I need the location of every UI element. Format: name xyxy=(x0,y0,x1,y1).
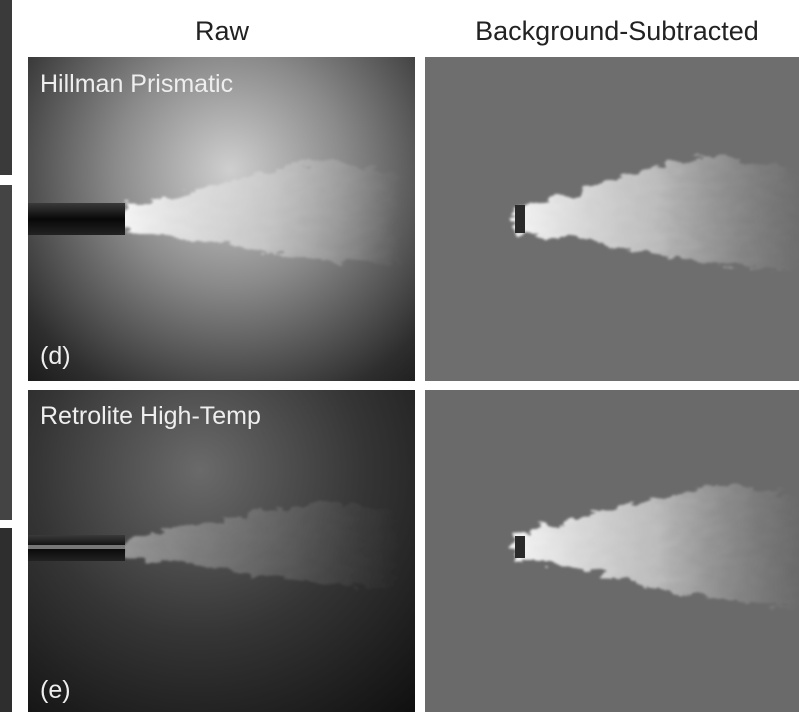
panel-letter: (d) xyxy=(40,342,71,370)
panel-subtracted xyxy=(425,390,799,712)
column-header: Raw xyxy=(195,16,250,46)
row-label: Hillman Prismatic xyxy=(40,70,233,98)
panel-raw: Retrolite High-Temp (e) xyxy=(28,390,415,712)
row-label: Retrolite High-Temp xyxy=(40,402,261,430)
column-header: Background-Subtracted xyxy=(475,16,759,46)
edge-strip xyxy=(0,185,12,520)
figure: Raw Background-Subtracted Hillman Prisma… xyxy=(0,0,799,712)
panel-raw: Hillman Prismatic (d) xyxy=(28,57,415,381)
panel-letter: (e) xyxy=(40,676,71,704)
edge-strip xyxy=(0,528,12,712)
page: Raw Background-Subtracted Hillman Prisma… xyxy=(0,0,799,712)
panel-subtracted xyxy=(425,57,799,381)
edge-strip xyxy=(0,0,12,175)
